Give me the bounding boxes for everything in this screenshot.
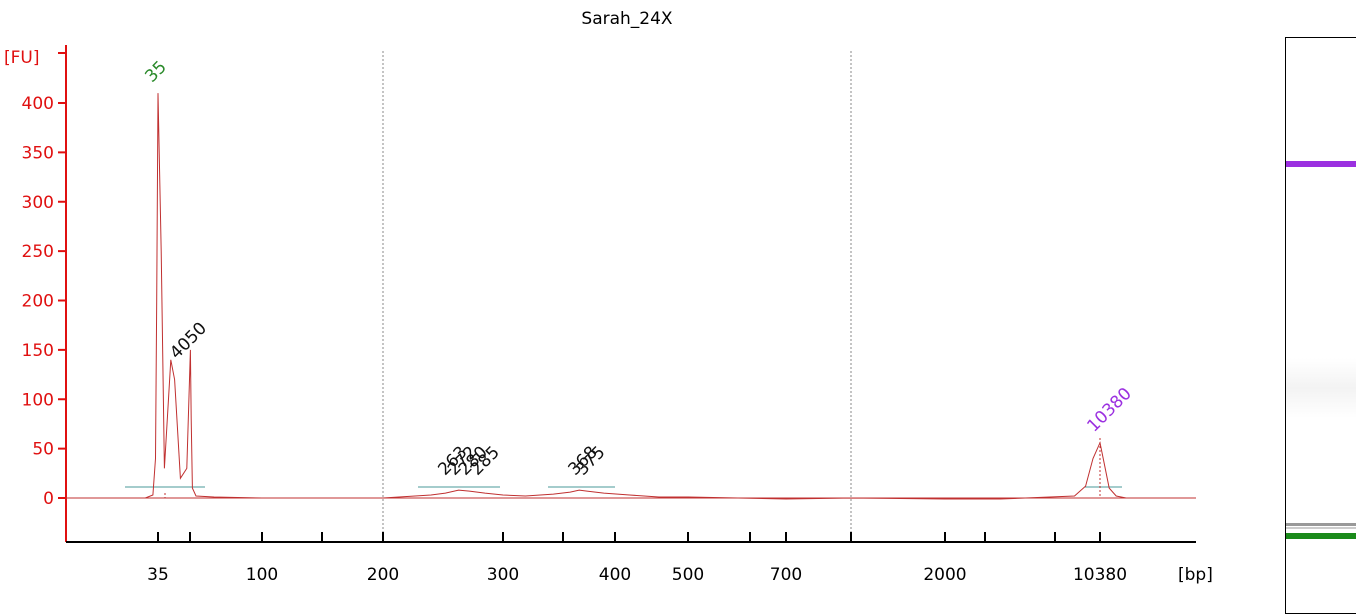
x-tick-label: 300 <box>487 565 519 585</box>
y-tick-label: 300 <box>22 193 54 213</box>
y-tick-label: 0 <box>43 489 54 509</box>
y-tick-label: 100 <box>22 390 54 410</box>
baseline-markers <box>125 438 1122 498</box>
peak-label: 10380 <box>1083 384 1135 436</box>
x-axis-label: [bp] <box>1178 565 1213 585</box>
electropherogram-chart: Sarah_24X [FU] [bp] 05010015020025030035… <box>4 9 1213 585</box>
x-ticks: 35 100 200 300 400 500 700 2000 10380 <box>147 532 1127 585</box>
peak-label: 35 <box>141 57 170 86</box>
x-tick-label: 500 <box>672 565 704 585</box>
grid-lines <box>382 51 852 542</box>
gel-smear <box>1286 358 1356 418</box>
y-tick-label: 350 <box>22 143 54 163</box>
gel-band <box>1286 161 1356 167</box>
y-tick-label: 400 <box>22 94 54 114</box>
x-tick-label: 100 <box>246 565 278 585</box>
x-tick-label: 10380 <box>1073 565 1127 585</box>
peak-label: 4050 <box>166 319 211 364</box>
gel-band <box>1286 533 1356 539</box>
x-tick-label: 200 <box>367 565 399 585</box>
trace-line <box>120 93 1196 500</box>
y-tick-label: 150 <box>22 341 54 361</box>
gel-band <box>1286 523 1356 526</box>
x-tick-label: 2000 <box>923 565 966 585</box>
y-axis-label: [FU] <box>4 48 40 68</box>
y-tick-label: 250 <box>22 242 54 262</box>
y-ticks: 0 50 100 150 200 250 300 350 400 <box>22 52 66 509</box>
y-tick-label: 200 <box>22 292 54 312</box>
gel-band <box>1286 527 1356 529</box>
trace-series <box>120 93 1196 500</box>
x-tick-label: 35 <box>147 565 169 585</box>
gel-image-lane <box>1285 37 1356 614</box>
chart-title: Sarah_24X <box>581 9 673 29</box>
axes <box>65 45 1196 543</box>
y-tick-label: 50 <box>32 440 54 460</box>
x-tick-label: 700 <box>770 565 802 585</box>
x-tick-label: 400 <box>599 565 631 585</box>
